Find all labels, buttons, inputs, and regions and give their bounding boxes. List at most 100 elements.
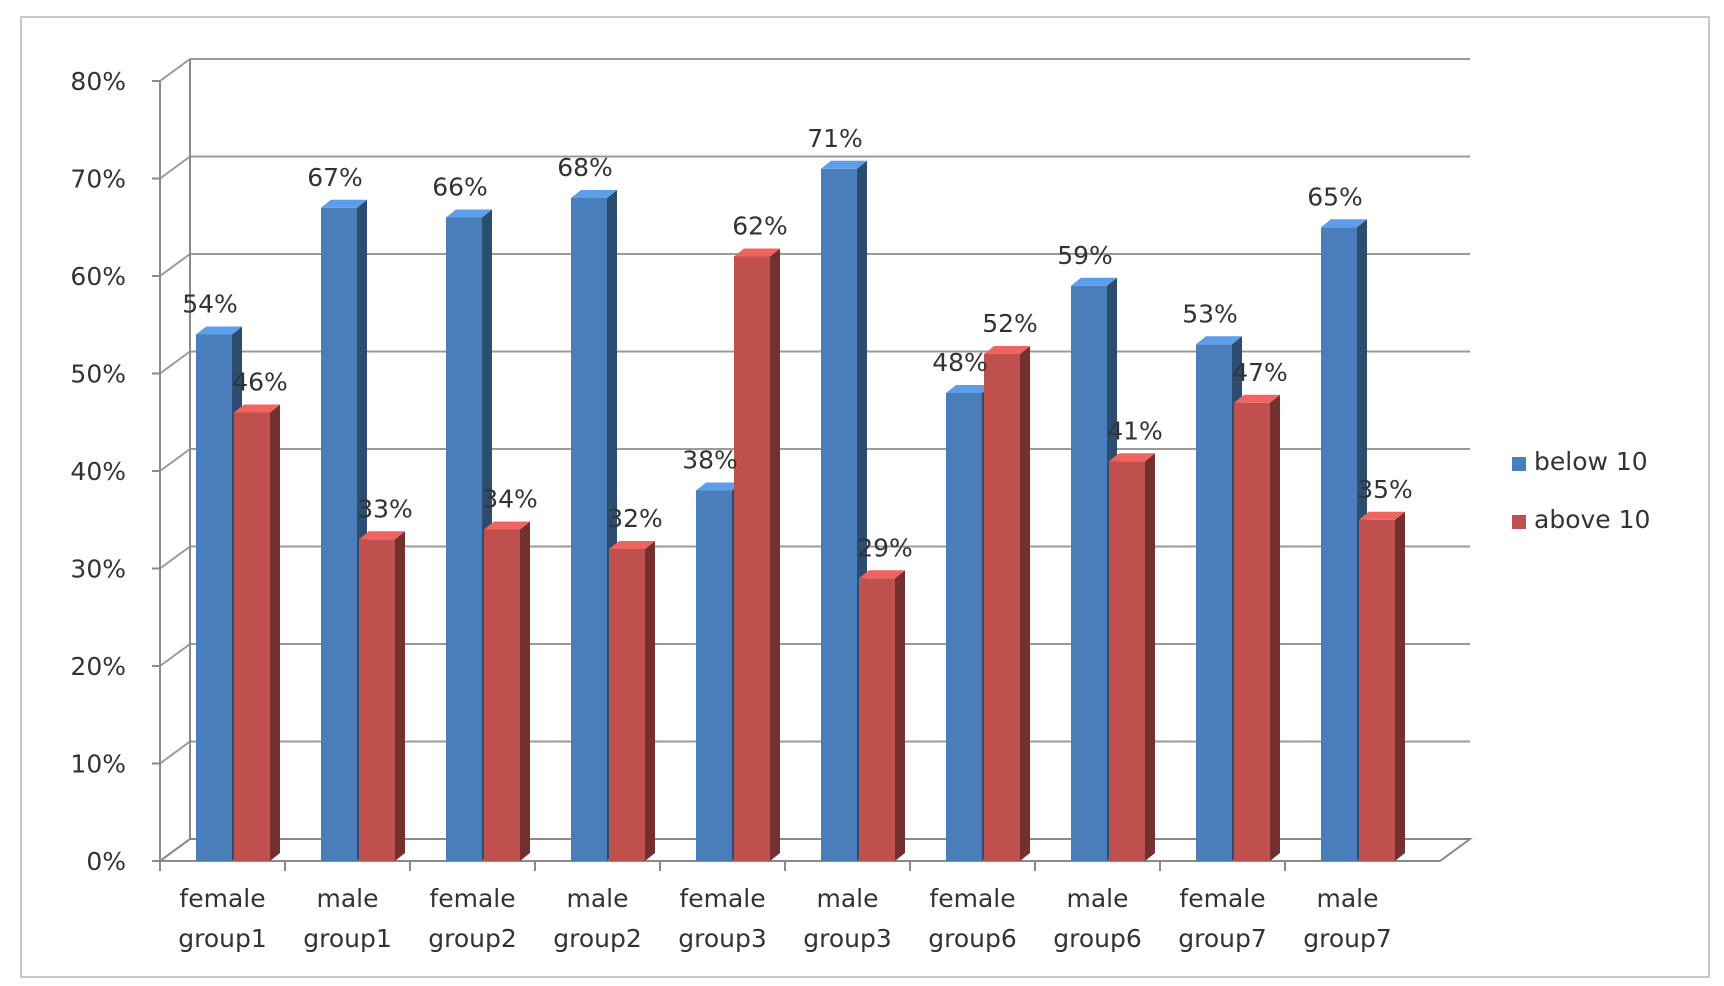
gridline-side bbox=[159, 253, 191, 277]
y-tick-label: 50% bbox=[70, 360, 126, 389]
data-label: 35% bbox=[1357, 475, 1413, 504]
bar bbox=[696, 490, 732, 861]
bar bbox=[1196, 344, 1232, 861]
data-label: 71% bbox=[807, 124, 863, 153]
x-tick-label: group6 bbox=[1053, 924, 1142, 953]
bar-side bbox=[1020, 346, 1030, 861]
bar-top bbox=[1196, 336, 1242, 345]
bar bbox=[359, 539, 395, 861]
bar bbox=[571, 198, 607, 861]
legend: below 10 above 10 bbox=[1512, 447, 1650, 534]
x-tick-label: group6 bbox=[928, 924, 1017, 953]
bar-side bbox=[895, 570, 905, 861]
x-tick-label: male bbox=[567, 884, 629, 913]
legend-swatch bbox=[1512, 515, 1526, 529]
bar-top bbox=[1359, 511, 1405, 520]
gridline-side bbox=[159, 448, 191, 472]
bar bbox=[484, 529, 520, 861]
bar-side bbox=[395, 531, 405, 861]
bar-top bbox=[446, 209, 492, 218]
bar-top bbox=[196, 326, 242, 335]
axis-layer: 0% 10% 20% 30% 40% 50% 60% 70% 80% female group1 ma… bbox=[70, 59, 1474, 953]
data-label: 46% bbox=[232, 368, 288, 397]
data-label: 47% bbox=[1232, 358, 1288, 387]
data-label: 29% bbox=[857, 533, 913, 562]
bar-side bbox=[520, 521, 530, 861]
bar bbox=[1071, 285, 1107, 861]
bar bbox=[1359, 519, 1395, 861]
data-label: 54% bbox=[182, 290, 238, 319]
bar-top bbox=[484, 521, 530, 530]
gridline-side bbox=[159, 58, 191, 82]
bar-top bbox=[1321, 219, 1367, 228]
data-label: 48% bbox=[932, 348, 988, 377]
x-tick-label: female bbox=[929, 884, 1015, 913]
bar bbox=[1109, 461, 1145, 861]
data-label: 68% bbox=[557, 153, 613, 182]
bar-top bbox=[234, 404, 280, 413]
y-tick-label: 0% bbox=[86, 847, 126, 876]
bar-top bbox=[571, 190, 617, 198]
bar-side bbox=[1395, 511, 1405, 861]
bar bbox=[446, 217, 482, 861]
bar bbox=[609, 549, 645, 861]
x-tick-label: female bbox=[1179, 884, 1265, 913]
gridline-side bbox=[159, 643, 191, 667]
x-tick-label: group7 bbox=[1178, 924, 1267, 953]
legend-label: above 10 bbox=[1534, 505, 1650, 534]
x-tick-label: male bbox=[317, 884, 379, 913]
bar-top bbox=[359, 531, 405, 540]
data-label: 32% bbox=[607, 504, 663, 533]
bar-side bbox=[645, 541, 655, 861]
legend-label: below 10 bbox=[1534, 447, 1648, 476]
bar bbox=[196, 334, 232, 861]
x-tick-label: group2 bbox=[428, 924, 517, 953]
y-tick-label: 10% bbox=[70, 750, 126, 779]
x-tick-label: group7 bbox=[1303, 924, 1392, 953]
legend-swatch bbox=[1512, 457, 1526, 471]
bar bbox=[1321, 227, 1357, 861]
data-label: 33% bbox=[357, 494, 413, 523]
data-label: 67% bbox=[307, 163, 363, 192]
data-label: 62% bbox=[732, 212, 788, 241]
data-label: 52% bbox=[982, 309, 1038, 338]
bar-top bbox=[1234, 394, 1280, 403]
y-tick-label: 40% bbox=[70, 457, 126, 486]
y-tick-label: 20% bbox=[70, 652, 126, 681]
data-label: 66% bbox=[432, 173, 488, 202]
x-tick-label: group1 bbox=[178, 924, 267, 953]
gridline-side bbox=[159, 350, 191, 375]
bar-layer bbox=[196, 160, 1405, 861]
bar-top bbox=[321, 199, 367, 208]
bar-top bbox=[696, 482, 742, 491]
gridline-side bbox=[159, 155, 191, 180]
bar-top bbox=[609, 541, 655, 549]
data-label: 53% bbox=[1182, 299, 1238, 328]
bar-top bbox=[1109, 453, 1155, 462]
bar bbox=[1234, 402, 1270, 861]
bar bbox=[734, 256, 770, 861]
bar bbox=[984, 354, 1020, 861]
x-tick-label: male bbox=[1067, 884, 1129, 913]
bar-top bbox=[984, 346, 1030, 354]
data-label: 34% bbox=[482, 485, 538, 514]
gridline-side bbox=[159, 545, 191, 570]
bar-side bbox=[1270, 394, 1280, 861]
bar-top bbox=[859, 570, 905, 579]
bar bbox=[234, 412, 270, 861]
x-tick-label: male bbox=[817, 884, 879, 913]
y-tick-label: 80% bbox=[70, 67, 126, 96]
x-tick-label: female bbox=[429, 884, 515, 913]
bar-side bbox=[770, 248, 780, 861]
x-tick-label: female bbox=[679, 884, 765, 913]
bar-top bbox=[1071, 277, 1117, 286]
x-tick-label: group1 bbox=[303, 924, 392, 953]
bar-top bbox=[734, 248, 780, 257]
bar-top bbox=[946, 385, 992, 393]
data-label: 65% bbox=[1307, 182, 1363, 211]
x-tick-label: female bbox=[179, 884, 265, 913]
x-tick-label: group3 bbox=[803, 924, 892, 953]
x-tick-label: group3 bbox=[678, 924, 767, 953]
bar-side bbox=[1145, 453, 1155, 861]
